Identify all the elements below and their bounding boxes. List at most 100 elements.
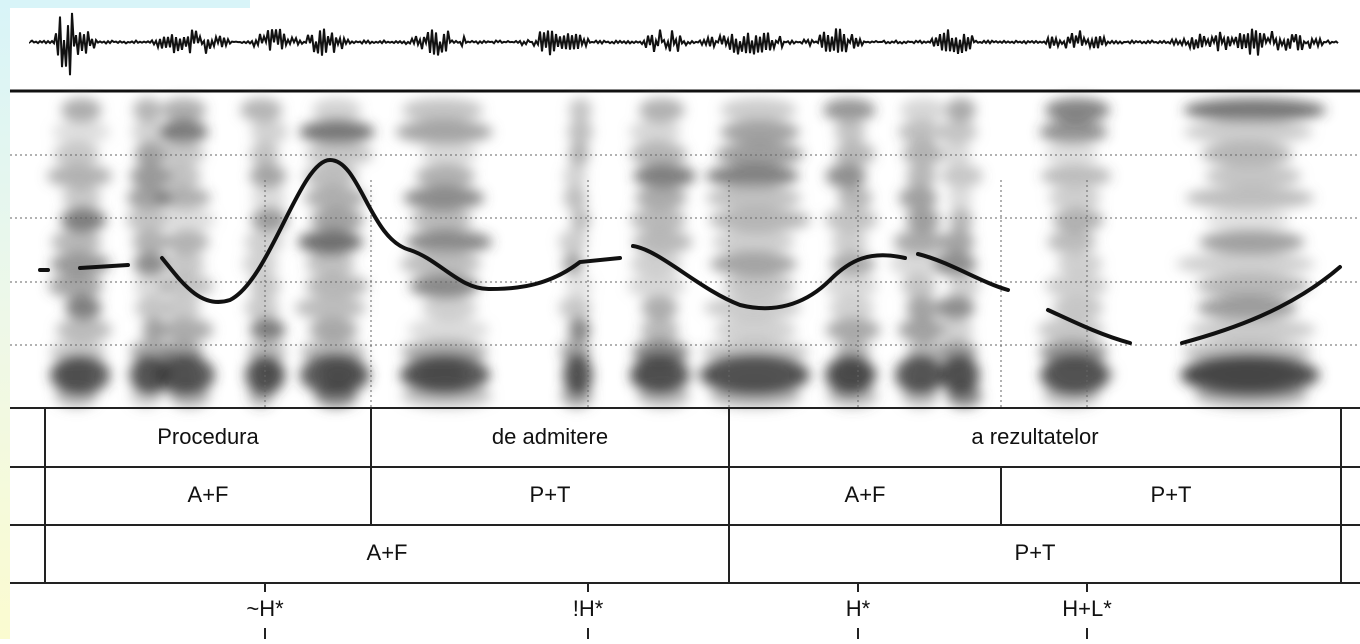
spectral-energy xyxy=(1051,296,1104,320)
spectral-energy xyxy=(421,296,478,320)
spectral-energy xyxy=(399,252,482,276)
formant xyxy=(630,355,690,395)
spectral-energy xyxy=(933,252,977,276)
spectral-energy xyxy=(705,164,800,188)
spectral-energy xyxy=(629,252,683,276)
spectral-energy xyxy=(834,142,876,166)
spectral-energy xyxy=(940,164,984,188)
spectral-energy xyxy=(629,120,681,144)
spectral-energy xyxy=(164,230,210,254)
spectral-energy xyxy=(133,252,167,276)
spectral-energy xyxy=(250,208,289,232)
spectral-energy xyxy=(305,142,374,166)
spectral-energy xyxy=(898,186,938,210)
spectral-energy xyxy=(825,318,881,342)
spectral-energy xyxy=(829,296,875,320)
interval-label: P+T xyxy=(1015,540,1056,565)
point-label: H* xyxy=(846,596,871,621)
formant xyxy=(400,355,490,395)
spectral-energy xyxy=(722,274,796,298)
spectral-energy xyxy=(132,98,162,122)
spectral-energy xyxy=(567,120,594,144)
spectral-energy xyxy=(240,98,283,122)
spectral-energy xyxy=(1044,142,1099,166)
spectral-energy xyxy=(900,98,947,122)
spectral-energy xyxy=(834,120,866,144)
spectral-energy xyxy=(709,252,798,276)
spectral-energy xyxy=(159,120,209,144)
spectral-energy xyxy=(298,120,375,144)
formant xyxy=(895,355,945,395)
spectral-energy xyxy=(629,142,688,166)
spectral-energy xyxy=(244,296,280,320)
spectral-energy xyxy=(898,318,948,342)
interval-label: A+F xyxy=(367,540,408,565)
spectral-energy xyxy=(1196,296,1298,320)
spectral-energy xyxy=(1044,274,1108,298)
spectral-energy xyxy=(60,98,102,122)
spectral-energy xyxy=(641,296,679,320)
spectral-energy xyxy=(131,120,173,144)
spectral-energy xyxy=(558,230,588,254)
spectral-energy xyxy=(403,186,485,210)
spectral-energy xyxy=(297,230,364,254)
spectral-energy xyxy=(303,186,367,210)
spectral-energy xyxy=(947,186,973,210)
spectral-energy xyxy=(250,120,289,144)
spectral-energy xyxy=(945,98,976,122)
spectral-energy xyxy=(901,274,937,298)
spectral-energy xyxy=(161,164,202,188)
spectrogram xyxy=(46,98,1327,408)
spectral-energy xyxy=(48,274,104,298)
interval-label: Procedura xyxy=(157,424,259,449)
spectral-energy xyxy=(1047,230,1097,254)
spectral-energy xyxy=(160,98,207,122)
spectral-energy xyxy=(633,164,697,188)
spectral-energy xyxy=(1185,186,1315,210)
interval-label: de admitere xyxy=(492,424,608,449)
formant xyxy=(1040,355,1110,395)
point-label: !H* xyxy=(573,596,604,621)
spectral-energy xyxy=(948,274,981,298)
spectral-energy xyxy=(51,230,102,254)
spectral-energy xyxy=(303,164,358,188)
spectral-energy xyxy=(1183,98,1327,122)
formant xyxy=(300,355,370,395)
spectral-energy xyxy=(1044,98,1111,122)
spectral-energy xyxy=(905,208,941,232)
spectral-energy xyxy=(155,142,206,166)
spectral-energy xyxy=(1200,142,1294,166)
spectral-energy xyxy=(941,230,975,254)
spectral-energy xyxy=(162,208,216,232)
formant xyxy=(825,355,875,395)
spectral-energy xyxy=(129,164,172,188)
spectral-energy xyxy=(134,296,171,320)
spectral-energy xyxy=(940,318,974,342)
spectral-energy xyxy=(312,98,362,122)
point-label: ~H* xyxy=(246,596,284,621)
spectral-energy xyxy=(902,142,946,166)
spectral-energy xyxy=(565,274,593,298)
spectral-energy xyxy=(715,142,805,166)
waveform-trace xyxy=(29,12,1339,76)
spectral-energy xyxy=(1204,164,1302,188)
spectral-energy xyxy=(906,164,937,188)
spectral-energy xyxy=(304,274,369,298)
interval-label: A+F xyxy=(188,482,229,507)
spectral-energy xyxy=(563,186,587,210)
waveform xyxy=(29,12,1339,76)
spectral-energy xyxy=(1204,208,1290,232)
spectral-energy xyxy=(632,230,693,254)
interval-label: a rezultatelor xyxy=(971,424,1098,449)
spectral-energy xyxy=(65,296,102,320)
side-strip xyxy=(0,0,10,639)
corner-band xyxy=(0,0,250,8)
pitch-contour xyxy=(38,157,1342,345)
spectral-energy xyxy=(705,186,802,210)
spectral-energy xyxy=(905,296,939,320)
spectral-energy xyxy=(1176,252,1315,276)
formant xyxy=(563,355,593,395)
spectral-energy xyxy=(823,274,878,298)
spectral-energy xyxy=(161,296,201,320)
